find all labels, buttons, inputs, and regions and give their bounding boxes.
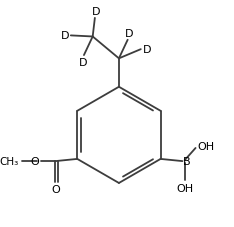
- Text: D: D: [79, 58, 88, 67]
- Text: OH: OH: [197, 141, 214, 151]
- Text: O: O: [30, 156, 39, 166]
- Text: OH: OH: [176, 183, 193, 193]
- Text: D: D: [61, 31, 69, 41]
- Text: D: D: [124, 29, 133, 39]
- Text: B: B: [183, 156, 190, 166]
- Text: D: D: [143, 45, 151, 55]
- Text: O: O: [51, 184, 60, 194]
- Text: D: D: [92, 7, 100, 17]
- Text: CH₃: CH₃: [0, 156, 19, 166]
